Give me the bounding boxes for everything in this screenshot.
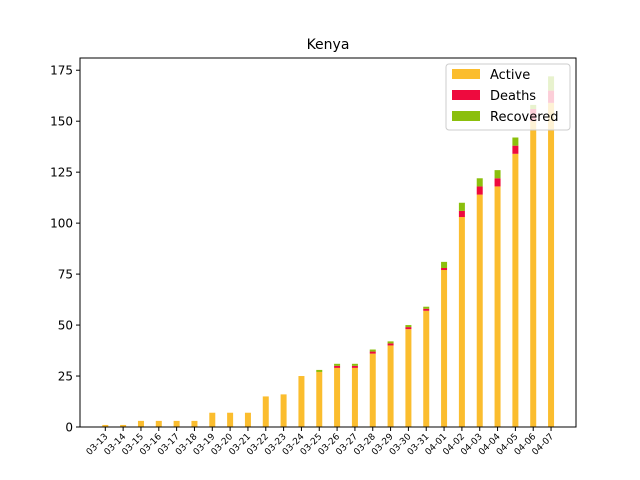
bar-deaths-04-05 bbox=[512, 145, 519, 154]
bar-active-03-28 bbox=[369, 353, 376, 427]
y-tick-label-150: 150 bbox=[50, 115, 73, 129]
legend: Active Deaths Recovered bbox=[445, 63, 571, 131]
legend-label-deaths: Deaths bbox=[490, 89, 536, 104]
bar-recovered-03-31 bbox=[423, 306, 430, 309]
legend-swatch-active bbox=[452, 69, 480, 79]
bar-recovered-03-25 bbox=[316, 369, 323, 372]
bar-recovered-04-05 bbox=[512, 137, 519, 146]
bar-recovered-03-29 bbox=[387, 341, 394, 344]
bar-active-04-05 bbox=[512, 153, 519, 427]
bar-recovered-03-27 bbox=[351, 363, 358, 366]
bar-deaths-04-01 bbox=[441, 267, 448, 271]
bar-deaths-03-29 bbox=[387, 343, 394, 346]
bar-recovered-04-03 bbox=[476, 178, 483, 187]
bar-active-03-26 bbox=[334, 367, 341, 427]
bar-active-03-25 bbox=[316, 371, 323, 427]
bar-active-04-04 bbox=[494, 186, 501, 427]
bar-recovered-03-26 bbox=[334, 363, 341, 366]
bar-recovered-04-01 bbox=[441, 261, 448, 268]
bar-deaths-04-03 bbox=[476, 186, 483, 195]
y-tick-label-25: 25 bbox=[58, 370, 73, 384]
bar-active-03-15 bbox=[137, 420, 144, 427]
bar-active-03-16 bbox=[155, 420, 162, 427]
bar-recovered-04-02 bbox=[458, 202, 465, 211]
bar-active-03-23 bbox=[280, 394, 287, 427]
bar-active-03-17 bbox=[173, 420, 180, 427]
bar-active-03-30 bbox=[405, 329, 412, 427]
bar-active-04-06 bbox=[530, 121, 537, 427]
bar-recovered-04-04 bbox=[494, 170, 501, 179]
bar-active-04-03 bbox=[476, 194, 483, 427]
bar-recovered-03-28 bbox=[369, 349, 376, 352]
bar-deaths-04-04 bbox=[494, 178, 501, 187]
legend-swatch-deaths bbox=[452, 90, 480, 100]
bar-active-03-14 bbox=[120, 424, 127, 427]
bar-deaths-03-26 bbox=[334, 365, 341, 368]
bar-active-03-21 bbox=[244, 412, 251, 427]
bar-active-04-07 bbox=[548, 102, 555, 427]
y-tick-label-100: 100 bbox=[50, 217, 73, 231]
plot-frame bbox=[79, 57, 577, 428]
bar-deaths-03-28 bbox=[369, 351, 376, 354]
y-tick-label-0: 0 bbox=[65, 421, 73, 435]
bar-active-03-27 bbox=[351, 367, 358, 427]
bar-active-03-31 bbox=[423, 310, 430, 427]
bar-deaths-03-27 bbox=[351, 365, 358, 368]
bar-active-03-18 bbox=[191, 420, 198, 427]
bar-active-03-20 bbox=[227, 412, 234, 427]
bar-recovered-03-30 bbox=[405, 325, 412, 328]
bar-active-03-13 bbox=[102, 424, 109, 427]
legend-swatch-recovered bbox=[452, 111, 480, 121]
bar-active-03-19 bbox=[209, 412, 216, 427]
legend-label-recovered: Recovered bbox=[490, 110, 559, 125]
bar-deaths-03-31 bbox=[423, 308, 430, 311]
chart-title: Kenya bbox=[307, 37, 350, 53]
y-tick-label-175: 175 bbox=[50, 64, 73, 78]
bar-active-03-24 bbox=[298, 376, 305, 427]
legend-label-active: Active bbox=[490, 68, 530, 83]
bar-active-04-02 bbox=[458, 217, 465, 427]
bar-active-03-29 bbox=[387, 345, 394, 427]
bar-deaths-04-02 bbox=[458, 210, 465, 218]
y-tick-label-50: 50 bbox=[58, 319, 73, 333]
y-tick-label-125: 125 bbox=[50, 166, 73, 180]
y-tick-label-75: 75 bbox=[58, 268, 73, 282]
bar-active-04-01 bbox=[441, 270, 448, 427]
bar-active-03-22 bbox=[262, 396, 269, 427]
bar-deaths-03-30 bbox=[405, 327, 412, 330]
